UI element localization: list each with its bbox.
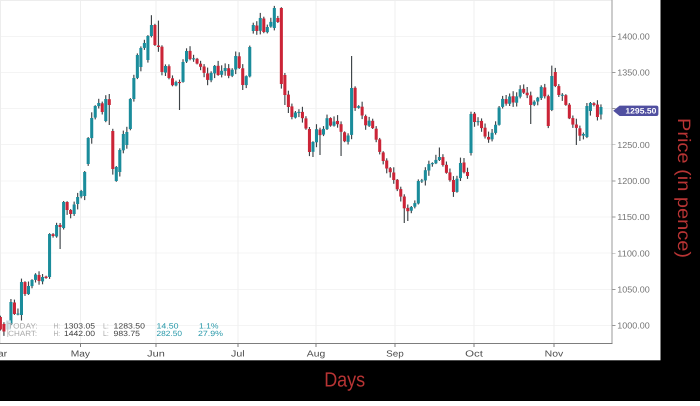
svg-text:Oct: Oct [465, 349, 484, 359]
svg-text:1350.00: 1350.00 [617, 68, 650, 78]
svg-text:L:: L: [103, 329, 109, 338]
svg-text:H:: H: [54, 329, 61, 338]
svg-text:1400.00: 1400.00 [617, 31, 650, 41]
svg-text:1250.00: 1250.00 [617, 140, 650, 150]
svg-text:27.9%: 27.9% [198, 329, 223, 338]
svg-text:282.50: 282.50 [157, 329, 183, 338]
svg-text:Jul: Jul [231, 349, 245, 359]
svg-text:Sep: Sep [386, 349, 404, 359]
svg-text:1000.00: 1000.00 [617, 321, 650, 331]
svg-text:1050.00: 1050.00 [617, 284, 650, 294]
svg-text:May: May [71, 349, 91, 359]
svg-text:983.75: 983.75 [114, 329, 141, 338]
svg-text:Aug: Aug [307, 349, 326, 359]
svg-text:1100.00: 1100.00 [617, 248, 650, 258]
svg-text:Jun: Jun [147, 349, 165, 359]
svg-text:CHART:: CHART: [8, 329, 37, 338]
svg-text:Mar: Mar [0, 349, 7, 359]
svg-text:1150.00: 1150.00 [617, 212, 650, 222]
svg-text:Price (in pence): Price (in pence) [674, 118, 694, 258]
svg-text:1442.00: 1442.00 [64, 329, 95, 338]
svg-text:Days: Days [324, 369, 365, 392]
svg-text:1295.50: 1295.50 [625, 107, 657, 116]
svg-text:1200.00: 1200.00 [617, 176, 650, 186]
svg-text:Nov: Nov [545, 349, 564, 359]
